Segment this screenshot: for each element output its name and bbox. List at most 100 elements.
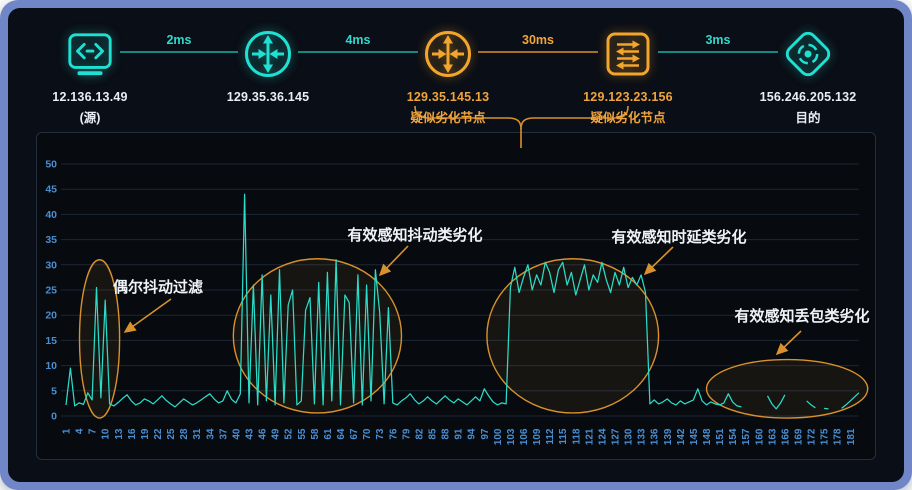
x-tick-label: 34 (205, 428, 216, 440)
node-label: 疑似劣化节点 (590, 111, 666, 125)
x-tick-label: 133 (637, 428, 648, 445)
x-tick-label: 124 (597, 428, 608, 445)
x-tick-label: 4 (75, 428, 86, 434)
x-tick-label: 13 (114, 428, 125, 440)
x-tick-label: 112 (545, 428, 556, 445)
x-tick-label: 40 (231, 428, 242, 440)
x-tick-label: 25 (166, 428, 177, 440)
annotation-arrow (378, 245, 409, 277)
latency-label: 3ms (705, 33, 730, 47)
node-source[interactable]: 12.136.13.49 (源) (15, 24, 165, 126)
y-tick-label: 40 (45, 209, 57, 221)
x-tick-label: 79 (401, 428, 412, 440)
switch-icon (604, 24, 652, 84)
x-tick-label: 175 (820, 428, 831, 445)
x-tick-label: 70 (362, 428, 373, 440)
node-ip: 156.246.205.132 (759, 90, 857, 104)
x-tick-label: 145 (689, 428, 700, 445)
x-tick-label: 43 (245, 428, 256, 440)
degradation-ellipse (705, 358, 869, 419)
node-ip: 129.35.36.145 (226, 90, 310, 104)
annotation-label: 有效感知丢包类劣化 (734, 307, 869, 325)
x-tick-label: 76 (388, 428, 399, 440)
node-router-1[interactable]: 129.35.36.145 (193, 24, 343, 122)
x-tick-label: 160 (754, 428, 765, 445)
grid (61, 163, 859, 417)
router-icon (422, 24, 474, 84)
x-tick-label: 172 (807, 428, 818, 445)
latency-label: 4ms (345, 33, 370, 47)
x-tick-label: 58 (310, 428, 321, 440)
x-tick-label: 157 (741, 428, 752, 445)
y-tick-label: 30 (45, 259, 57, 271)
degradation-ellipse (486, 258, 660, 414)
destination-target-icon (779, 24, 837, 84)
node-destination[interactable]: 156.246.205.132 目的 (733, 24, 883, 126)
node-switch-degraded[interactable]: 129.123.23.156 疑似劣化节点 (553, 24, 703, 126)
x-tick-label: 169 (794, 428, 805, 445)
host-monitor-icon (65, 24, 115, 84)
x-tick-label: 142 (676, 428, 687, 445)
latency-chart-panel: 0 5 10 15 20 25 30 35 40 45 50 1 4 7 10 13 16 19 22 25 28 31 3… (36, 132, 876, 460)
x-tick-label: 154 (728, 428, 739, 445)
router-icon (242, 24, 294, 84)
latency-label: 30ms (522, 33, 554, 47)
x-tick-label: 130 (624, 428, 635, 445)
x-tick-label: 103 (506, 428, 517, 445)
x-tick-label: 46 (258, 428, 269, 440)
x-axis-labels: 1 4 7 10 13 16 19 22 25 28 31 34 37 40 43 46 49 52 55 58 61 6… (62, 428, 857, 445)
latency-series-line (65, 193, 860, 410)
node-label: 疑似劣化节点 (410, 111, 486, 125)
x-tick-label: 181 (846, 428, 857, 445)
x-tick-label: 82 (414, 428, 425, 440)
x-tick-label: 97 (480, 428, 491, 440)
x-tick-label: 94 (467, 428, 478, 440)
x-tick-label: 121 (584, 428, 595, 445)
node-label: 目的 (795, 111, 821, 125)
x-tick-label: 28 (179, 428, 190, 440)
annotation-arrow (643, 246, 674, 276)
network-path-analysis-screen: 2ms 4ms 30ms 3ms 12.136.13.49 (源) (8, 8, 904, 482)
x-tick-label: 166 (780, 428, 791, 445)
node-ip: 129.123.23.156 (583, 90, 673, 104)
x-tick-label: 118 (571, 428, 582, 445)
x-tick-label: 37 (218, 428, 229, 440)
y-tick-label: 5 (51, 385, 57, 397)
y-tick-label: 15 (45, 335, 57, 347)
node-ip: 12.136.13.49 (52, 90, 128, 104)
degradation-ellipse (78, 259, 121, 419)
x-tick-label: 139 (663, 428, 674, 445)
node-label: (源) (79, 111, 101, 125)
x-tick-label: 16 (127, 428, 138, 440)
annotation-label: 有效感知抖动类劣化 (347, 226, 482, 244)
x-tick-label: 85 (428, 428, 439, 440)
y-tick-label: 10 (45, 360, 57, 372)
x-tick-label: 31 (192, 428, 203, 440)
x-tick-label: 148 (702, 428, 713, 445)
x-tick-label: 7 (88, 428, 99, 434)
node-ip: 129.35.145.13 (406, 90, 490, 104)
x-tick-label: 88 (441, 428, 452, 440)
node-router-degraded[interactable]: 129.35.145.13 疑似劣化节点 (373, 24, 523, 126)
annotation-label: 偶尔抖动过滤 (113, 278, 203, 296)
x-tick-label: 22 (153, 428, 164, 440)
y-tick-label: 0 (51, 411, 57, 423)
x-tick-label: 67 (349, 428, 360, 440)
annotation-label: 有效感知时延类劣化 (611, 228, 746, 246)
x-tick-label: 55 (297, 428, 308, 440)
x-tick-label: 151 (715, 428, 726, 445)
y-axis-labels: 0 5 10 15 20 25 30 35 40 45 50 (45, 159, 57, 423)
annotation-arrow (123, 298, 172, 333)
x-tick-label: 1 (62, 428, 73, 434)
x-tick-label: 91 (454, 428, 465, 440)
x-tick-label: 106 (519, 428, 530, 445)
x-tick-label: 10 (101, 428, 112, 440)
y-tick-label: 35 (45, 234, 57, 246)
x-tick-label: 178 (833, 428, 844, 445)
x-tick-label: 127 (611, 428, 622, 445)
x-tick-label: 163 (767, 428, 778, 445)
y-tick-label: 50 (45, 159, 57, 171)
x-tick-label: 64 (336, 428, 347, 440)
